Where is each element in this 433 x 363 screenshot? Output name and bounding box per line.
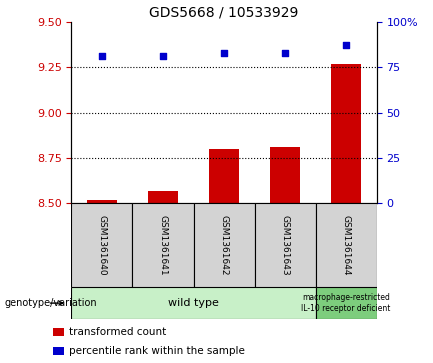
Title: GDS5668 / 10533929: GDS5668 / 10533929	[149, 5, 299, 19]
Bar	[87, 200, 117, 203]
Bar	[148, 191, 178, 203]
Text: wild type: wild type	[168, 298, 219, 308]
Bar	[71, 287, 316, 319]
Text: GSM1361643: GSM1361643	[281, 215, 290, 276]
Text: GSM1361644: GSM1361644	[342, 215, 351, 275]
Bar	[71, 203, 132, 287]
Bar	[331, 64, 362, 203]
Text: GSM1361640: GSM1361640	[97, 215, 107, 276]
Text: percentile rank within the sample: percentile rank within the sample	[69, 346, 245, 356]
Bar	[194, 203, 255, 287]
Point	[159, 53, 166, 59]
Point	[99, 53, 106, 59]
Bar	[209, 149, 239, 203]
Bar	[255, 203, 316, 287]
Bar	[132, 203, 194, 287]
Point	[281, 50, 288, 56]
Bar	[53, 328, 64, 336]
Text: GSM1361641: GSM1361641	[158, 215, 168, 276]
Bar	[53, 347, 64, 355]
Text: GSM1361642: GSM1361642	[220, 215, 229, 275]
Bar	[270, 147, 301, 203]
Text: macrophage-restricted
IL-10 receptor deficient: macrophage-restricted IL-10 receptor def…	[301, 293, 391, 313]
Bar	[316, 203, 377, 287]
Bar	[316, 287, 377, 319]
Point	[220, 50, 228, 56]
Point	[343, 42, 350, 48]
Text: genotype/variation: genotype/variation	[4, 298, 97, 308]
Text: transformed count: transformed count	[69, 327, 167, 337]
